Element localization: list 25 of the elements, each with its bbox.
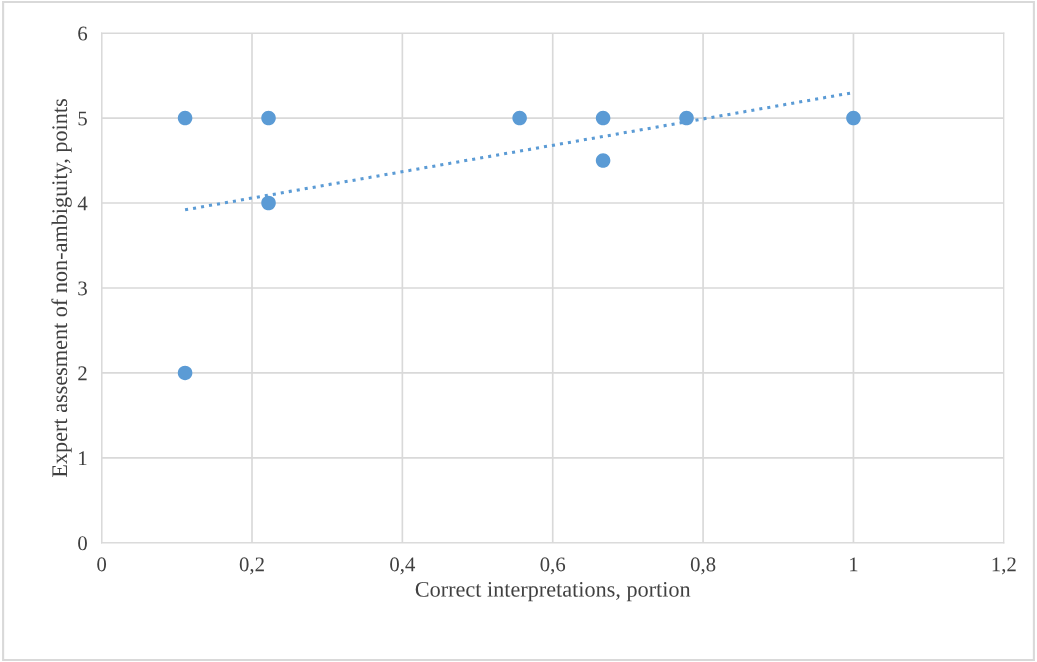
x-tick-label: 1,2 (992, 557, 1016, 575)
x-tick-label: 1 (850, 557, 858, 572)
point (177, 365, 193, 381)
y-tick-label: 1 (79, 451, 87, 466)
y-tick-label: 6 (78, 26, 88, 41)
point (846, 110, 861, 126)
point (679, 110, 694, 126)
y-tick-label: 0 (78, 536, 87, 551)
x-tick-label: 0,2 (239, 557, 264, 575)
x-tick-label: 0,4 (390, 557, 416, 575)
point (512, 110, 527, 126)
point (177, 110, 193, 126)
x-tick-label: 0 (97, 557, 107, 572)
x-axis-title: Correct interpretations, portion (415, 581, 691, 602)
point (261, 195, 276, 211)
y-tick-label: 5 (78, 111, 87, 126)
x-tick-label: 0,8 (690, 557, 716, 575)
point (595, 110, 611, 126)
point (261, 110, 276, 126)
x-tick-label: 0,6 (540, 557, 566, 575)
y-axis-title: Expert assesment of non-ambiguity, points (51, 99, 72, 478)
y-tick-label: 4 (77, 196, 88, 211)
y-tick-label: 3 (78, 281, 87, 296)
y-tick-label: 2 (78, 366, 87, 381)
point (595, 153, 611, 168)
